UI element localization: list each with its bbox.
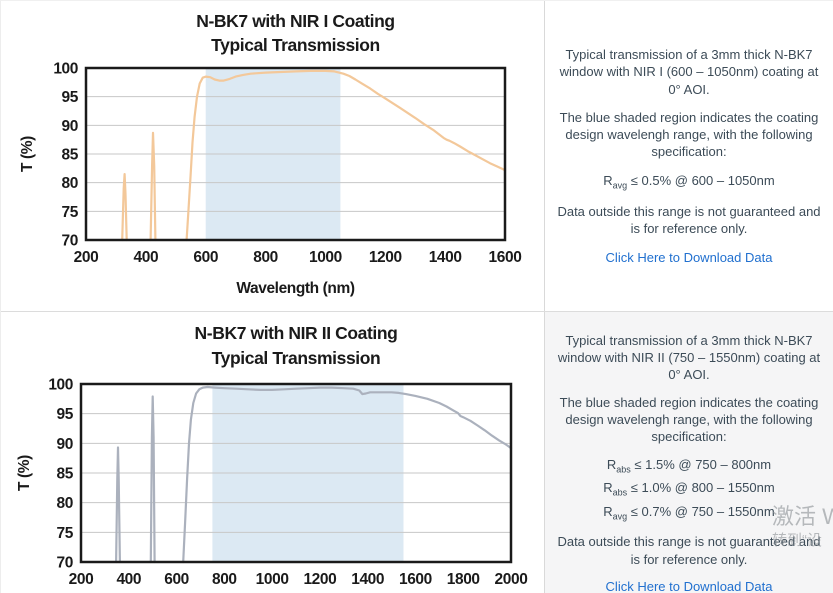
x-tick-label: 400 (116, 571, 141, 588)
y-tick-label: 100 (53, 61, 78, 78)
y-tick-label: 80 (62, 175, 78, 192)
y-tick-label: 70 (62, 233, 78, 250)
x-tick-label: 1800 (447, 571, 480, 588)
spec-list: Rabs ≤ 1.5% @ 750 – 800nm Rabs ≤ 1.0% @ 8… (603, 456, 774, 524)
y-tick-label: 90 (62, 118, 78, 135)
panel-disclaimer: Data outside this range is not guarantee… (557, 204, 821, 237)
panel-shaded-note: The blue shaded region indicates the coa… (559, 109, 819, 160)
x-tick-label: 800 (212, 571, 237, 588)
transmission-curve (114, 446, 122, 564)
chart-subtitle: Typical Transmission (212, 348, 381, 368)
x-tick-label: 2000 (495, 571, 528, 588)
nir2-section: N-BK7 with NIR II Coating Typical Transmi… (1, 312, 833, 593)
y-tick-label: 70 (57, 555, 73, 572)
spec-line: Ravg ≤ 0.7% @ 750 – 1550nm (603, 503, 775, 522)
plot-border (84, 66, 507, 242)
nir1-transmission-chart: N-BK7 with NIR I Coating Typical Transmis… (19, 11, 522, 297)
x-tick-label: 1600 (399, 571, 432, 588)
y-tick-label: 75 (57, 525, 74, 542)
transmission-curve (121, 173, 128, 242)
y-axis-label: T (%) (19, 136, 36, 172)
y-tick-label: 85 (57, 466, 74, 483)
x-tick-label: 1600 (489, 249, 522, 266)
y-tick-label: 90 (57, 436, 73, 453)
x-axis-label: Wavelength (nm) (236, 280, 355, 297)
y-tick-label: 75 (62, 204, 79, 221)
chart-title: N-BK7 with NIR I Coating (196, 11, 394, 31)
x-tick-label: 600 (193, 249, 218, 266)
nir2-transmission-chart: N-BK7 with NIR II Coating Typical Transmi… (16, 323, 528, 588)
transmission-curve (182, 385, 513, 564)
download-data-link[interactable]: Click Here to Download Data (605, 578, 773, 593)
y-tick-label: 95 (62, 89, 79, 106)
transmission-curve (185, 69, 507, 242)
x-tick-label: 200 (69, 571, 94, 588)
chart-subtitle: Typical Transmission (211, 35, 380, 55)
y-tick-label: 80 (57, 495, 73, 512)
spec-line: Rabs ≤ 1.5% @ 750 – 800nm (606, 456, 772, 475)
x-tick-label: 1400 (351, 571, 384, 588)
x-tick-label: 1000 (256, 571, 289, 588)
spec-list: Ravg ≤ 0.5% @ 600 – 1050nm (603, 172, 774, 193)
nir2-info-panel: Typical transmission of a 3mm thick N-BK… (544, 312, 833, 593)
y-tick-label: 95 (57, 406, 74, 423)
x-tick-label: 200 (74, 249, 99, 266)
panel-description: Typical transmission of a 3mm thick N-BK… (559, 46, 819, 97)
x-tick-label: 1000 (309, 249, 342, 266)
x-tick-label: 800 (253, 249, 278, 266)
transmission-curve (149, 395, 156, 564)
x-tick-label: 1200 (303, 571, 336, 588)
chart-title: N-BK7 with NIR II Coating (195, 323, 398, 343)
nir1-info-panel: Typical transmission of a 3mm thick N-BK… (544, 1, 833, 311)
transmission-curve (149, 131, 157, 242)
panel-description: Typical transmission of a 3mm thick N-BK… (557, 332, 821, 383)
x-tick-label: 400 (134, 249, 159, 266)
x-tick-label: 600 (164, 571, 189, 588)
spec-line: Ravg ≤ 0.5% @ 600 – 1050nm (603, 172, 775, 191)
y-tick-label: 100 (48, 377, 73, 394)
nir2-chart-cell: N-BK7 with NIR II Coating Typical Transmi… (1, 312, 544, 593)
y-axis-label: T (%) (16, 455, 33, 491)
nir1-chart-cell: N-BK7 with NIR I Coating Typical Transmis… (1, 1, 544, 311)
plot-border (79, 382, 513, 564)
y-tick-label: 85 (62, 147, 79, 164)
panel-disclaimer: Data outside this range is not guarantee… (557, 534, 821, 567)
x-tick-label: 1400 (429, 249, 462, 266)
x-tick-label: 1200 (369, 249, 402, 266)
panel-shaded-note: The blue shaded region indicates the coa… (559, 394, 819, 445)
download-data-link[interactable]: Click Here to Download Data (605, 249, 773, 265)
spec-line: Rabs ≤ 1.0% @ 800 – 1550nm (603, 480, 775, 498)
nir1-section: N-BK7 with NIR I Coating Typical Transmis… (1, 1, 833, 312)
